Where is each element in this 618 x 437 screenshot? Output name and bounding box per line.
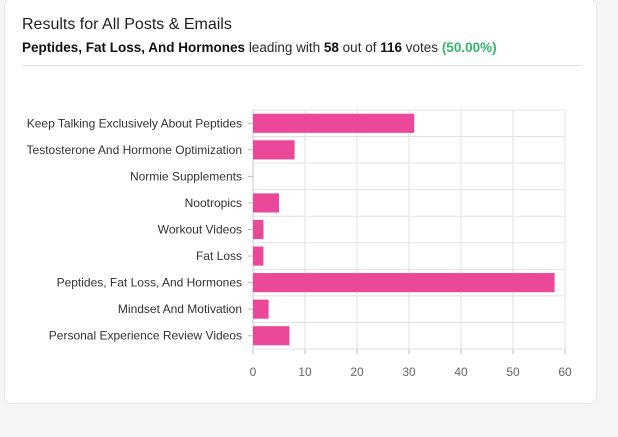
leader-votes: 58 [323,40,339,55]
votes-word: votes [405,40,439,55]
x-tick-label: 10 [298,365,312,379]
category-label: Workout Videos [158,223,242,237]
header-divider [22,65,582,66]
category-label: Nootropics [185,196,242,210]
total-votes: 116 [380,40,402,55]
out-of-text: out of [342,40,377,55]
leader-summary: Peptides, Fat Loss, And Hormones leading… [22,40,497,55]
x-tick-label: 60 [558,365,572,379]
x-tick-label: 20 [350,365,364,379]
x-tick-label: 50 [506,365,520,379]
bar [253,299,269,319]
leader-name: Peptides, Fat Loss, And Hormones [22,40,246,55]
results-title: Results for All Posts & Emails [22,16,232,33]
bar [253,140,295,160]
x-tick-label: 40 [454,365,468,379]
leading-with-text: leading with [248,40,321,55]
bar [253,219,264,240]
results-card: Results for All Posts & Emails Peptides,… [4,0,597,404]
bar [253,113,415,133]
leader-percent: (50.00%) [441,40,497,55]
category-label: Fat Loss [196,249,242,263]
x-tick-label: 0 [250,365,257,379]
category-label: Keep Talking Exclusively About Peptides [27,116,242,130]
bar [253,246,264,266]
category-label: Peptides, Fat Loss, And Hormones [57,276,242,290]
category-label: Mindset And Motivation [118,302,242,316]
category-label: Personal Experience Review Videos [49,329,242,343]
category-label: Testosterone And Hormone Optimization [27,143,242,157]
bar [253,326,290,346]
bar [253,273,555,293]
category-label: Normie Supplements [130,169,242,183]
x-tick-label: 30 [402,365,416,379]
bar [253,193,279,213]
